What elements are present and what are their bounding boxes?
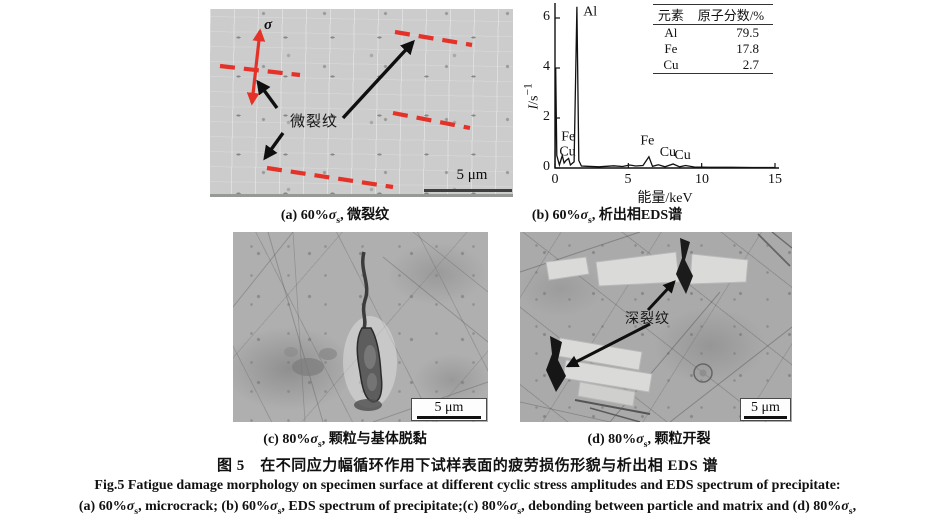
- panel-c-features: [233, 232, 488, 422]
- y-tick-2: 2: [543, 109, 550, 124]
- scale-label-d: 5 μm: [751, 400, 780, 415]
- peak-label: Fe: [561, 130, 575, 145]
- caption-b: (b) 60%σs, 析出相EDS谱: [531, 208, 683, 226]
- x-tick-10: 10: [695, 172, 709, 187]
- sem-image-c: 5 μm: [233, 232, 488, 422]
- particle-shadow: [354, 399, 382, 411]
- caption-d: (d) 80%σs, 颗粒开裂: [587, 432, 711, 450]
- table-row: Cu 2.7: [653, 57, 773, 74]
- peak-label: Al: [583, 5, 597, 20]
- scale-bar-d: [744, 416, 787, 419]
- eds-spectrum-line: [554, 6, 775, 169]
- peak-label: Cu: [674, 148, 690, 163]
- eds-chart-panel: Al Fe Cu Fe Cu Cu 6 4 2 0 0 5 10 15 能量/keV I/…: [520, 0, 805, 206]
- ring-feature-core: [699, 369, 707, 377]
- y-tick-4: 4: [543, 59, 550, 74]
- caption-c: (c) 80%σs, 颗粒与基体脱黏: [263, 432, 427, 450]
- x-tick-5: 5: [624, 172, 632, 187]
- caption-a: (a) 60%σs, 微裂纹: [280, 208, 390, 226]
- dark-streaks: [574, 399, 651, 422]
- deep-crack-upper: [676, 238, 693, 294]
- deep-crack-pointer-arrows: [565, 280, 676, 368]
- particle-highlight: [367, 373, 377, 391]
- scale-box-d: 5 μm: [740, 398, 791, 421]
- particle-highlight: [364, 345, 376, 369]
- element-cell: Cu: [653, 57, 689, 74]
- y-tick-6: 6: [543, 9, 550, 24]
- x-axis-label: 能量/keV: [637, 191, 693, 206]
- value-cell: 17.8: [736, 41, 759, 56]
- figure-caption-english: Fig.5 Fatigue damage morphology on speci…: [94, 478, 841, 493]
- value-cell: 79.5: [736, 25, 759, 40]
- scale-label-c: 5 μm: [434, 400, 464, 415]
- element-cell: Al: [664, 25, 678, 40]
- scale-box-c: 5 μm: [411, 398, 487, 421]
- peak-label: Cu: [559, 145, 575, 160]
- scale-label-a: 5 μm: [456, 167, 488, 183]
- sem-image-d: 深裂纹 5 μm: [520, 232, 792, 422]
- panel-a-annotations: [219, 28, 473, 190]
- y-axis-label: I/s−1: [521, 83, 542, 110]
- scale-bar-c: [417, 416, 481, 419]
- sigma-stress-arrow: [246, 28, 266, 106]
- x-tick-15: 15: [768, 172, 782, 187]
- eds-composition-table: 元素 原子分数/% Al 79.5 Fe 17.8 Cu 2.7: [653, 4, 773, 74]
- figure-caption-subitems: (a) 60%σs, microcrack; (b) 60%σs, EDS sp…: [78, 499, 857, 517]
- value-cell: 2.7: [688, 57, 773, 74]
- microcrack-pointer-arrows: [256, 39, 415, 161]
- dark-inclusions: [284, 347, 337, 376]
- deep-crack-lower: [546, 336, 566, 392]
- x-tick-0: 0: [551, 172, 559, 187]
- sem-image-a: σ 微裂纹 5 μm: [210, 9, 513, 197]
- microcrack-label: 微裂纹: [290, 114, 339, 130]
- y-tick-0: 0: [543, 159, 550, 174]
- microcrack-dashed-lines: [219, 29, 473, 190]
- deep-crack-label: 深裂纹: [625, 312, 670, 327]
- peak-label: Fe: [640, 133, 654, 148]
- table-header-fraction: 原子分数/%: [688, 4, 773, 25]
- table-row: Al 79.5: [653, 25, 773, 42]
- peak-label: Cu: [660, 145, 676, 160]
- panel-d-features: [520, 232, 792, 422]
- element-cell: Fe: [664, 41, 678, 56]
- table-row: Fe 17.8: [653, 41, 773, 57]
- precipitate-particles: [545, 251, 749, 407]
- sigma-symbol-label: σ: [264, 17, 273, 33]
- surface-scratches: [520, 232, 792, 422]
- table-header-element: 元素: [653, 4, 689, 25]
- surface-scratches: [233, 232, 488, 422]
- crack-upper: [361, 251, 369, 329]
- scale-bar-a: [424, 189, 512, 192]
- figure-caption-chinese: 图 5 在不同应力幅循环作用下试样表面的疲劳损伤形貌与析出相 EDS 谱: [217, 458, 718, 474]
- image-edge-strip: [210, 194, 513, 197]
